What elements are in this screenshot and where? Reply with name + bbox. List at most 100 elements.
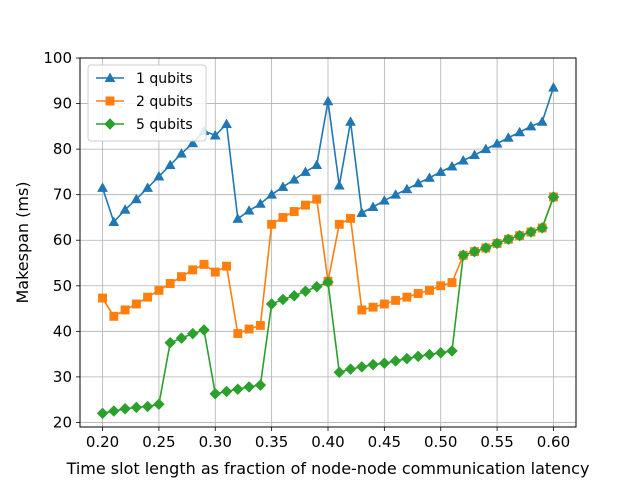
- data-point: [177, 272, 186, 282]
- data-point: [243, 381, 255, 393]
- data-point: [119, 204, 131, 214]
- x-tick-label: 0.50: [424, 433, 457, 451]
- data-point: [413, 289, 423, 298]
- x-tick-label: 0.25: [142, 433, 175, 451]
- data-point: [265, 298, 278, 310]
- legend-marker: [104, 72, 116, 82]
- data-point: [468, 245, 481, 258]
- data-point: [266, 189, 278, 199]
- ticks: 0.20 0.25 0.30 0.35 0.40 0.45 0.50 0.55 0.60 20 30…: [43, 49, 570, 451]
- data-point: [491, 138, 503, 148]
- data-point: [402, 292, 412, 302]
- y-tick-label: 20: [53, 413, 72, 431]
- data-point: [131, 299, 141, 309]
- data-point: [97, 182, 108, 192]
- data-point: [98, 293, 107, 303]
- y-tick-label: 90: [53, 95, 72, 113]
- data-point: [254, 198, 266, 208]
- data-point: [390, 189, 402, 199]
- data-point: [322, 276, 334, 288]
- data-point: [378, 357, 391, 370]
- data-point: [491, 237, 503, 250]
- y-tick-label: 100: [43, 49, 72, 67]
- x-tick-label: 0.55: [480, 433, 513, 451]
- data-point: [310, 280, 323, 293]
- data-point: [525, 120, 537, 131]
- data-point: [188, 265, 198, 275]
- data-point: [198, 324, 210, 336]
- x-tick-label: 0.35: [255, 433, 288, 451]
- data-point: [233, 329, 243, 339]
- data-point: [311, 159, 323, 170]
- data-point: [222, 261, 231, 271]
- data-point: [423, 348, 436, 361]
- data-point: [469, 149, 480, 160]
- data-point: [479, 242, 492, 254]
- data-point: [548, 82, 559, 92]
- data-point: [425, 285, 434, 295]
- data-point: [130, 401, 143, 414]
- data-point: [231, 383, 244, 396]
- data-point: [344, 363, 357, 375]
- data-point: [254, 379, 267, 391]
- y-tick-label: 60: [53, 231, 72, 249]
- data-point: [164, 336, 177, 349]
- data-point: [547, 191, 560, 203]
- data-point: [142, 182, 154, 192]
- legend-label: 1 qubits: [136, 71, 193, 87]
- data-point: [267, 219, 277, 229]
- data-point: [277, 293, 289, 306]
- data-point: [299, 285, 312, 298]
- data-point: [355, 361, 368, 373]
- data-point: [379, 299, 389, 309]
- data-point: [333, 180, 345, 190]
- data-point: [187, 137, 199, 148]
- x-tick-label: 0.30: [199, 433, 232, 451]
- data-point: [525, 226, 537, 238]
- x-tick-label: 0.20: [86, 433, 119, 451]
- legend: 1 qubits 2 qubits 5 qubits: [87, 64, 207, 142]
- data-point: [412, 350, 425, 363]
- legend-entry: 1 qubits: [96, 71, 193, 87]
- data-point: [164, 159, 176, 170]
- y-tick-label: 80: [53, 140, 72, 158]
- x-tick-label: 0.45: [368, 433, 401, 451]
- data-point: [289, 207, 299, 216]
- data-point: [243, 205, 255, 215]
- data-point: [255, 320, 265, 330]
- data-point: [221, 118, 232, 129]
- data-point: [278, 212, 288, 222]
- data-point: [356, 207, 368, 217]
- data-point: [186, 327, 199, 340]
- data-point: [322, 95, 334, 106]
- legend-label: 2 qubits: [136, 94, 193, 110]
- data-point: [446, 345, 458, 357]
- data-point: [153, 170, 165, 181]
- data-point: [277, 181, 289, 191]
- y-tick-label: 30: [53, 368, 72, 386]
- data-point: [378, 195, 390, 205]
- data-point: [346, 213, 355, 223]
- data-point: [288, 289, 301, 302]
- data-point: [345, 116, 356, 126]
- data-point: [108, 216, 120, 226]
- grid: [80, 57, 576, 427]
- data-point: [435, 166, 447, 176]
- data-point: [367, 201, 379, 211]
- data-point: [457, 154, 469, 165]
- data-point: [424, 172, 435, 182]
- x-tick-label: 0.60: [537, 433, 570, 451]
- legend-entry: 5 qubits: [96, 117, 193, 133]
- data-point: [536, 116, 548, 126]
- data-point: [300, 166, 311, 176]
- data-point: [514, 126, 526, 137]
- y-tick-label: 50: [53, 277, 72, 295]
- y-tick-label: 70: [53, 186, 72, 204]
- data-point: [391, 295, 401, 305]
- data-point: [389, 355, 402, 367]
- data-point: [175, 332, 188, 345]
- y-axis-label: Makespan (ms): [13, 181, 32, 303]
- data-point: [96, 407, 109, 420]
- data-point: [244, 324, 254, 334]
